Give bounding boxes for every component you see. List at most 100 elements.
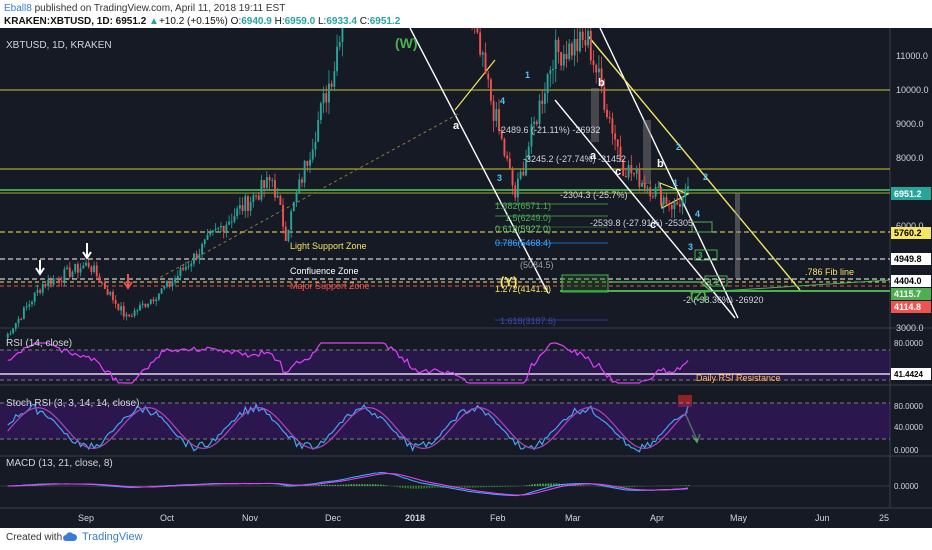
candle-body bbox=[220, 225, 222, 228]
price-tag: 5760.2 bbox=[894, 228, 922, 238]
macd-histogram-bar bbox=[539, 483, 542, 486]
macd-histogram-bar bbox=[347, 484, 350, 486]
fib-label: 0.786(5468.4) bbox=[495, 238, 551, 248]
macd-histogram-bar bbox=[409, 486, 412, 489]
candle-body bbox=[546, 74, 549, 94]
macd-histogram-bar bbox=[598, 486, 601, 487]
candle-body bbox=[39, 290, 42, 293]
macd-histogram-bar bbox=[345, 484, 347, 486]
macd-histogram-bar bbox=[574, 484, 577, 486]
macd-histogram-bar bbox=[528, 484, 531, 486]
macd-tick: 0.0000 bbox=[894, 482, 919, 491]
candle-body bbox=[90, 266, 93, 272]
candle-body bbox=[85, 262, 87, 266]
rsi-tick: 80.0000 bbox=[894, 339, 923, 348]
macd-histogram-bar bbox=[366, 484, 369, 486]
candle-body bbox=[252, 195, 255, 202]
candle-body bbox=[581, 31, 584, 41]
macd-histogram-bar bbox=[472, 486, 474, 488]
fib-label: 1.382(6571.1) bbox=[495, 201, 551, 211]
wave-label: (W) bbox=[395, 35, 418, 51]
wave-label: 2 bbox=[703, 172, 708, 182]
candle-body bbox=[141, 303, 144, 305]
macd-histogram-bar bbox=[631, 486, 633, 488]
macd-histogram-bar bbox=[455, 486, 458, 488]
stoch-tick: 80.0000 bbox=[894, 402, 923, 411]
candle-body bbox=[673, 202, 676, 210]
candle-body bbox=[549, 70, 552, 75]
macd-histogram-bar bbox=[396, 486, 398, 488]
macd-histogram-bar bbox=[42, 485, 45, 486]
ohlc-line: KRAKEN:XBTUSD, 1D: 6951.2 ▲+10.2 (+0.15%… bbox=[4, 16, 401, 27]
macd-histogram-bar bbox=[37, 485, 39, 486]
macd-histogram-bar bbox=[447, 486, 450, 488]
macd-histogram-bar bbox=[490, 486, 493, 488]
candle-body bbox=[306, 160, 309, 166]
measure-label: -3245.2 (-27.74%) -31452 bbox=[523, 154, 626, 164]
candle-body bbox=[190, 263, 193, 267]
candle-body bbox=[9, 333, 12, 335]
candle-body bbox=[530, 124, 533, 147]
candle-body bbox=[120, 306, 123, 311]
stoch-tick: 0.0000 bbox=[894, 446, 919, 455]
candle-body bbox=[176, 275, 179, 279]
candle-body bbox=[174, 278, 177, 282]
x-tick: Oct bbox=[160, 513, 175, 523]
candle-body bbox=[568, 43, 571, 60]
chart-area[interactable]: XBTUSD, 1D, KRAKEN RSI (14, close) Stoch… bbox=[0, 28, 932, 528]
macd-histogram-bar bbox=[428, 486, 431, 489]
candle-body bbox=[209, 232, 212, 235]
macd-histogram-bar bbox=[620, 486, 623, 488]
candle-body bbox=[87, 262, 90, 267]
candle-body bbox=[597, 68, 600, 73]
candle-body bbox=[287, 229, 290, 241]
last-price: 6951.2 bbox=[115, 16, 147, 27]
author-link[interactable]: Eball8 bbox=[4, 3, 32, 14]
candle-body bbox=[338, 42, 341, 47]
wave-label: 1-2 bbox=[708, 278, 720, 287]
macd-histogram-bar bbox=[377, 484, 380, 486]
candle-body bbox=[279, 195, 282, 206]
candle-body bbox=[187, 266, 190, 268]
macd-histogram-bar bbox=[515, 486, 517, 487]
candle-body bbox=[28, 304, 31, 307]
candle-body bbox=[168, 281, 171, 287]
wave-label: 1 bbox=[525, 70, 530, 80]
macd-histogram-bar bbox=[685, 485, 687, 486]
wave-label: b bbox=[598, 77, 605, 89]
tradingview-logo[interactable]: TradingView bbox=[62, 531, 143, 543]
wave-label: 3 bbox=[698, 251, 703, 260]
candle-body bbox=[519, 171, 522, 179]
candle-body bbox=[476, 28, 479, 33]
close-label: C: bbox=[359, 16, 370, 27]
macd-histogram-bar bbox=[526, 485, 528, 486]
macd-histogram-bar bbox=[426, 486, 428, 489]
wave-label: b bbox=[657, 158, 664, 170]
macd-histogram-bar bbox=[625, 486, 628, 488]
macd-histogram-bar bbox=[361, 484, 363, 486]
candle-body bbox=[22, 307, 25, 319]
candle-body bbox=[74, 264, 77, 272]
macd-histogram-bar bbox=[415, 486, 417, 489]
macd-histogram-bar bbox=[102, 486, 104, 487]
candle-body bbox=[295, 193, 298, 202]
candle-body bbox=[55, 278, 58, 280]
macd-histogram-bar bbox=[420, 486, 423, 489]
chart-svg[interactable]: XBTUSD, 1D, KRAKEN RSI (14, close) Stoch… bbox=[0, 28, 932, 528]
macd-histogram-bar bbox=[339, 484, 342, 486]
wave-label: a bbox=[590, 150, 597, 162]
candle-body bbox=[63, 269, 66, 282]
candle-body bbox=[195, 253, 198, 260]
candle-body bbox=[684, 189, 687, 198]
candle-body bbox=[71, 271, 74, 277]
candle-body bbox=[290, 211, 293, 230]
macd-histogram-bar bbox=[499, 486, 501, 487]
wave-label: (Y) bbox=[500, 274, 517, 289]
low-value: 6933.4 bbox=[326, 16, 357, 27]
macd-histogram-bar bbox=[337, 484, 339, 486]
macd-histogram-bar bbox=[326, 484, 328, 486]
candle-body bbox=[506, 155, 509, 159]
candle-body bbox=[498, 109, 500, 131]
candle-body bbox=[133, 310, 136, 317]
macd-histogram-bar bbox=[563, 484, 566, 486]
